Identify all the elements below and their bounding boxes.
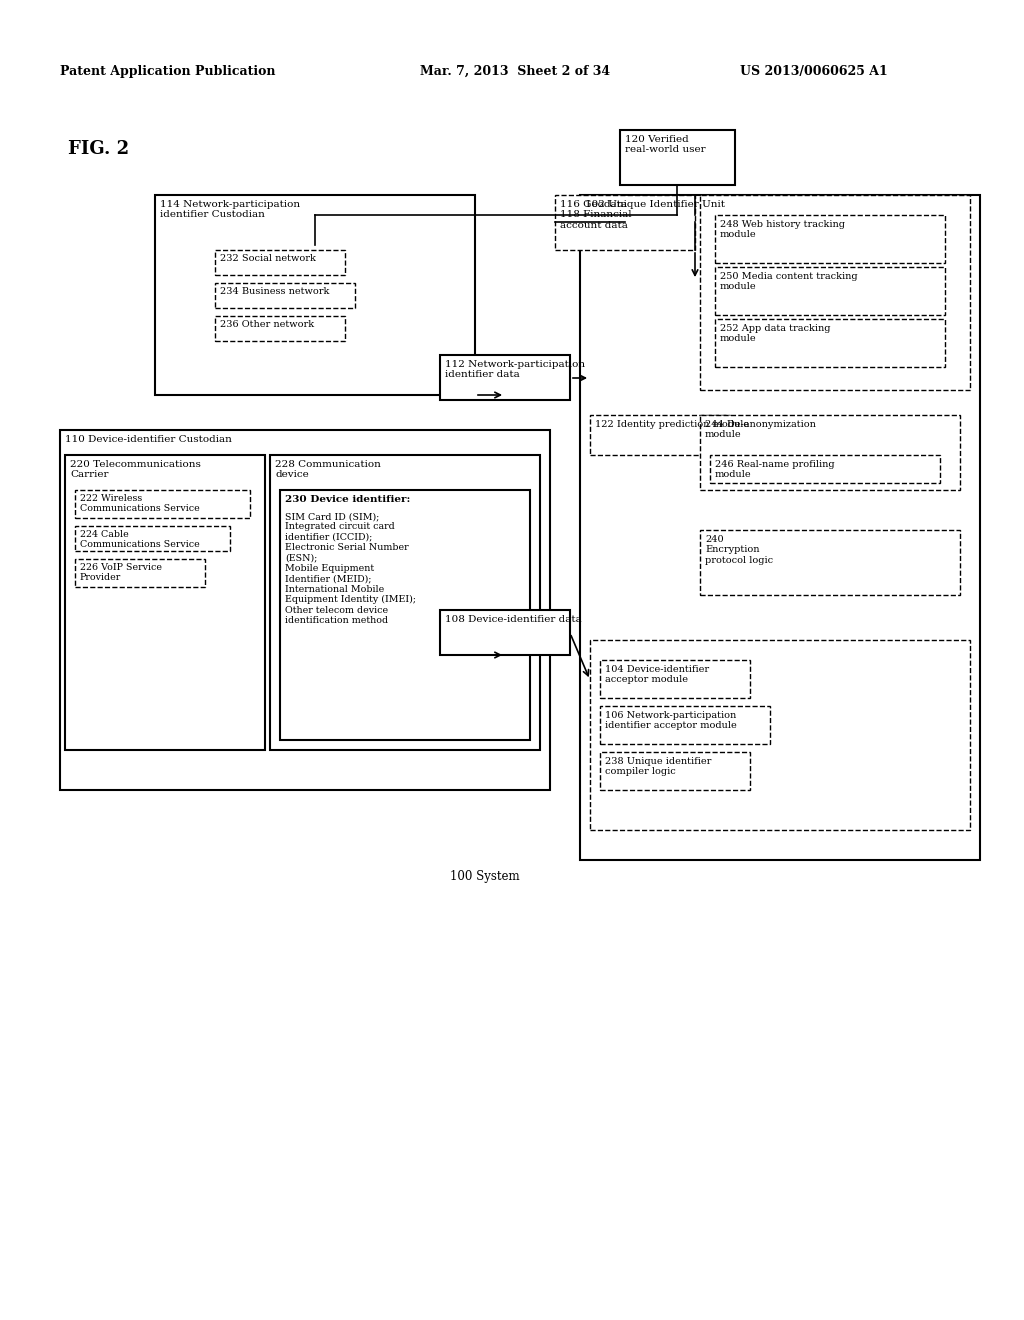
Text: 114 Network-participation
identifier Custodian: 114 Network-participation identifier Cus… [160,201,300,219]
FancyBboxPatch shape [75,525,230,550]
FancyBboxPatch shape [155,195,475,395]
FancyBboxPatch shape [65,455,265,750]
Text: 238 Unique identifier
compiler logic: 238 Unique identifier compiler logic [605,756,712,776]
FancyBboxPatch shape [60,430,550,789]
Text: 232 Social network: 232 Social network [220,253,315,263]
Text: 248 Web history tracking
module: 248 Web history tracking module [720,220,845,239]
Text: 252 App data tracking
module: 252 App data tracking module [720,323,830,343]
Text: 102 Unique Identifier Unit: 102 Unique Identifier Unit [585,201,725,209]
FancyBboxPatch shape [555,195,695,249]
Text: 116 Geodata
118 Financial
account data: 116 Geodata 118 Financial account data [560,201,632,230]
FancyBboxPatch shape [600,752,750,789]
Text: 230 Device identifier:: 230 Device identifier: [285,495,411,504]
Text: 110 Device-identifier Custodian: 110 Device-identifier Custodian [65,436,231,444]
FancyBboxPatch shape [710,455,940,483]
FancyBboxPatch shape [580,195,980,861]
Text: 122 Identity prediction module: 122 Identity prediction module [595,420,750,429]
Text: 224 Cable
Communications Service: 224 Cable Communications Service [80,531,200,549]
FancyBboxPatch shape [600,660,750,698]
FancyBboxPatch shape [715,215,945,263]
Text: 106 Network-participation
identifier acceptor module: 106 Network-participation identifier acc… [605,711,736,730]
Text: Patent Application Publication: Patent Application Publication [60,65,275,78]
FancyBboxPatch shape [440,355,570,400]
FancyBboxPatch shape [700,531,961,595]
FancyBboxPatch shape [715,267,945,315]
Text: 220 Telecommunications
Carrier: 220 Telecommunications Carrier [70,459,201,479]
FancyBboxPatch shape [600,706,770,744]
FancyBboxPatch shape [215,315,345,341]
Text: 120 Verified
real-world user: 120 Verified real-world user [625,135,706,154]
FancyBboxPatch shape [440,610,570,655]
Text: 236 Other network: 236 Other network [220,319,314,329]
FancyBboxPatch shape [715,319,945,367]
FancyBboxPatch shape [75,558,205,587]
FancyBboxPatch shape [270,455,540,750]
FancyBboxPatch shape [215,249,345,275]
FancyBboxPatch shape [75,490,250,517]
Text: FIG. 2: FIG. 2 [68,140,129,158]
FancyBboxPatch shape [590,414,730,455]
Text: SIM Card ID (SIM);
Integrated circuit card
identifier (ICCID);
Electronic Serial: SIM Card ID (SIM); Integrated circuit ca… [285,512,416,626]
Text: 228 Communication
device: 228 Communication device [275,459,381,479]
FancyBboxPatch shape [700,414,961,490]
Text: 108 Device-identifier data: 108 Device-identifier data [445,615,582,624]
Text: 244 De-anonymization
module: 244 De-anonymization module [705,420,816,440]
Text: 226 VoIP Service
Provider: 226 VoIP Service Provider [80,564,162,582]
Text: 104 Device-identifier
acceptor module: 104 Device-identifier acceptor module [605,665,710,684]
Text: 240
Encryption
protocol logic: 240 Encryption protocol logic [705,535,773,565]
Text: 222 Wireless
Communications Service: 222 Wireless Communications Service [80,494,200,513]
FancyBboxPatch shape [590,640,970,830]
Text: 100 System: 100 System [450,870,519,883]
FancyBboxPatch shape [620,129,735,185]
FancyBboxPatch shape [280,490,530,741]
Text: 234 Business network: 234 Business network [220,286,330,296]
Text: 250 Media content tracking
module: 250 Media content tracking module [720,272,858,292]
FancyBboxPatch shape [215,282,355,308]
FancyBboxPatch shape [700,195,970,389]
Text: 246 Real-name profiling
module: 246 Real-name profiling module [715,459,835,479]
Text: Mar. 7, 2013  Sheet 2 of 34: Mar. 7, 2013 Sheet 2 of 34 [420,65,610,78]
Text: 112 Network-participation
identifier data: 112 Network-participation identifier dat… [445,360,585,379]
Text: US 2013/0060625 A1: US 2013/0060625 A1 [740,65,888,78]
